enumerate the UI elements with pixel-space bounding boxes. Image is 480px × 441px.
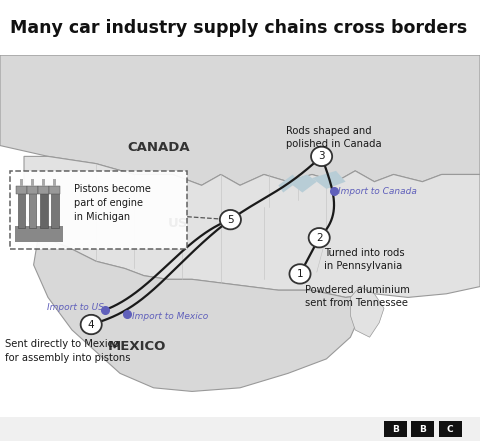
Bar: [51, 192, 59, 228]
Polygon shape: [278, 175, 298, 193]
Bar: [18, 192, 25, 228]
Text: 1: 1: [297, 269, 303, 279]
Text: Turned into rods
in Pennsylvania: Turned into rods in Pennsylvania: [324, 247, 405, 271]
Text: B: B: [392, 425, 399, 434]
Polygon shape: [24, 157, 480, 297]
Text: Import to Canada: Import to Canada: [338, 187, 417, 196]
Bar: [15, 226, 63, 242]
Text: Rods shaped and
polished in Canada: Rods shaped and polished in Canada: [286, 126, 381, 149]
Text: B: B: [420, 425, 426, 434]
Polygon shape: [312, 171, 346, 189]
Bar: [49, 186, 60, 194]
Bar: [0, 0, 480, 55]
Circle shape: [81, 315, 102, 334]
Text: 3: 3: [318, 151, 325, 161]
Text: Import to Mexico: Import to Mexico: [132, 312, 208, 321]
Polygon shape: [288, 175, 317, 193]
Text: CANADA: CANADA: [127, 141, 190, 154]
Text: 5: 5: [227, 215, 234, 224]
Circle shape: [309, 228, 330, 247]
Bar: [42, 179, 45, 186]
Bar: [29, 192, 36, 228]
Text: Sent directly to Mexico
for assembly into pistons: Sent directly to Mexico for assembly int…: [5, 339, 130, 363]
Text: C: C: [447, 425, 454, 434]
FancyBboxPatch shape: [439, 421, 462, 437]
Bar: [20, 179, 23, 186]
Text: 2: 2: [316, 233, 323, 243]
Circle shape: [220, 210, 241, 229]
FancyBboxPatch shape: [10, 171, 187, 249]
Circle shape: [289, 264, 311, 284]
Polygon shape: [0, 55, 480, 185]
Bar: [38, 186, 49, 194]
Bar: [0, 417, 480, 441]
Bar: [31, 179, 34, 186]
Text: US: US: [168, 217, 188, 230]
Text: MEXICO: MEXICO: [108, 340, 166, 353]
Circle shape: [311, 147, 332, 166]
Text: Pistons become
part of engine
in Michigan: Pistons become part of engine in Michiga…: [74, 183, 151, 221]
Bar: [53, 179, 56, 186]
Text: 4: 4: [88, 320, 95, 329]
FancyBboxPatch shape: [411, 421, 434, 437]
Text: Import to US: Import to US: [47, 303, 104, 312]
Bar: [27, 186, 38, 194]
FancyBboxPatch shape: [384, 421, 407, 437]
Text: Many car industry supply chains cross borders: Many car industry supply chains cross bo…: [10, 19, 467, 37]
Polygon shape: [34, 236, 374, 392]
Bar: [16, 186, 27, 194]
Text: Powdered aluminium
sent from Tennessee: Powdered aluminium sent from Tennessee: [305, 285, 409, 308]
Polygon shape: [350, 287, 384, 337]
Bar: [40, 192, 48, 228]
